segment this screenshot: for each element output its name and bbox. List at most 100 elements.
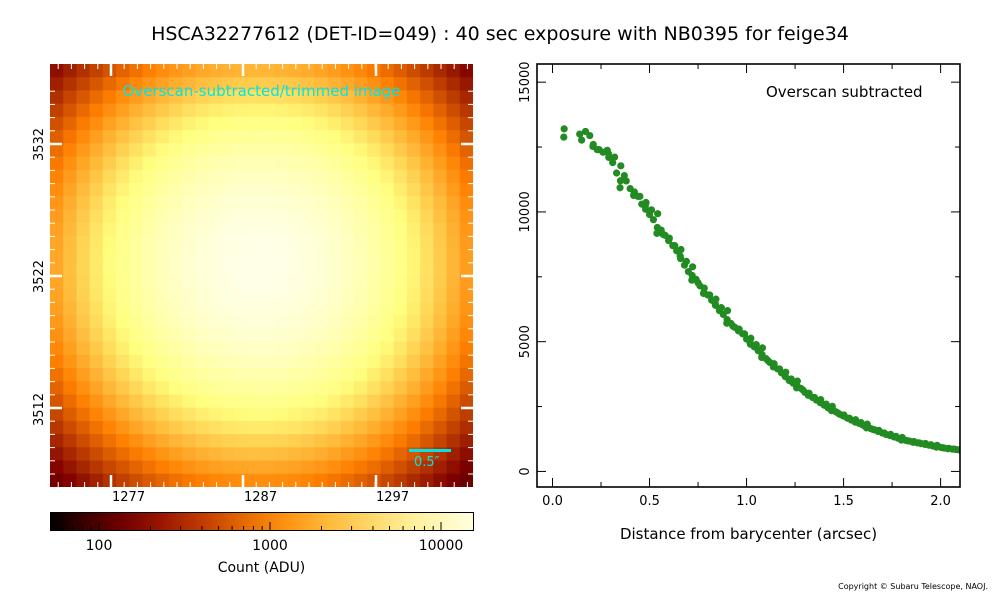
- image-pixel: [446, 354, 461, 369]
- image-pixel: [287, 209, 302, 224]
- plot-frame: [536, 63, 961, 488]
- image-pixel: [195, 368, 210, 382]
- image-pixel: [129, 460, 144, 475]
- image-pixel: [274, 288, 289, 303]
- image-pixel: [195, 209, 210, 224]
- image-pixel: [129, 156, 144, 171]
- image-pixel: [155, 328, 170, 343]
- image-pixel: [327, 301, 342, 316]
- image-pixel: [380, 182, 395, 197]
- data-point: [676, 252, 684, 260]
- image-pixel: [354, 262, 368, 277]
- image-pixel: [89, 130, 104, 144]
- image-pixel: [327, 169, 342, 184]
- image-pixel: [354, 473, 368, 487]
- image-pixel: [155, 196, 170, 211]
- image-pixel: [420, 103, 434, 118]
- image-pixel: [314, 77, 329, 92]
- image-pixel: [76, 420, 91, 435]
- image-pixel: [168, 196, 183, 211]
- image-pixel: [327, 209, 342, 224]
- image-pixel: [433, 196, 448, 211]
- image-pixel: [129, 354, 144, 369]
- image-pixel: [248, 301, 263, 316]
- image-pixel: [76, 103, 91, 118]
- image-pixel: [380, 77, 395, 92]
- image-pixel: [195, 262, 210, 277]
- image-pixel: [76, 434, 91, 448]
- image-pixel: [274, 381, 289, 396]
- image-pixel: [261, 381, 276, 396]
- image-pixel: [446, 249, 461, 263]
- image-pixel: [235, 301, 249, 316]
- image-pixel: [354, 196, 368, 211]
- image-pixel: [314, 315, 329, 329]
- image-pixel: [354, 368, 368, 382]
- image-pixel: [50, 447, 64, 462]
- image-pixel: [116, 341, 130, 356]
- image-pixel: [221, 368, 236, 382]
- image-pixel: [116, 182, 130, 197]
- image-pixel: [406, 394, 421, 409]
- image-pixel: [221, 420, 236, 435]
- image-pixel: [301, 249, 315, 263]
- x-tick-label: 0.5: [639, 494, 660, 509]
- image-pixel: [182, 262, 197, 277]
- image-pixel: [76, 368, 91, 382]
- image-pixel: [63, 447, 78, 462]
- image-pixel: [142, 143, 157, 158]
- image-pixel: [63, 341, 78, 356]
- image-pixel: [393, 77, 408, 92]
- image-pixel: [76, 196, 91, 211]
- image-pixel: [221, 249, 236, 263]
- image-pixel: [301, 275, 315, 290]
- image-pixel: [235, 288, 249, 303]
- image-pixel: [155, 447, 170, 462]
- image-pixel: [367, 328, 382, 343]
- image-pixel: [261, 90, 276, 105]
- image-pixel: [327, 420, 342, 435]
- image-pixel: [89, 249, 104, 263]
- image-pixel: [168, 222, 183, 237]
- image-pixel: [142, 116, 157, 131]
- image-pixel: [340, 420, 355, 435]
- image-pixel: [116, 394, 130, 409]
- image-pixel: [208, 288, 223, 303]
- image-pixel: [433, 407, 448, 422]
- image-pixel: [433, 473, 448, 487]
- image-pixel: [367, 222, 382, 237]
- image-pixel: [182, 64, 197, 78]
- image-pixel: [287, 64, 302, 78]
- image-pixel: [433, 209, 448, 224]
- image-pixel: [287, 262, 302, 277]
- image-pixel: [235, 420, 249, 435]
- image-pixel: [459, 262, 473, 277]
- image-pixel: [367, 143, 382, 158]
- image-pixel: [182, 156, 197, 171]
- image-pixel: [367, 182, 382, 197]
- image-pixel: [433, 103, 448, 118]
- image-pixel: [76, 275, 91, 290]
- image-pixel: [301, 77, 315, 92]
- image-pixel: [76, 447, 91, 462]
- image-pixel: [301, 182, 315, 197]
- image-pixel: [195, 447, 210, 462]
- image-pixel: [63, 235, 78, 250]
- image-pixel: [155, 354, 170, 369]
- image-pixel: [248, 143, 263, 158]
- image-pixel: [168, 368, 183, 382]
- image-pixel: [116, 315, 130, 329]
- image-pixel: [406, 77, 421, 92]
- image-pixel: [406, 90, 421, 105]
- image-pixel: [129, 249, 144, 263]
- image-pixel: [142, 182, 157, 197]
- image-pixel: [420, 275, 434, 290]
- image-pixel: [168, 77, 183, 92]
- image-pixel: [142, 235, 157, 250]
- image-pixel: [446, 434, 461, 448]
- image-pixel: [195, 64, 210, 78]
- image-pixel: [446, 90, 461, 105]
- image-pixel: [459, 407, 473, 422]
- image-pixel: [301, 381, 315, 396]
- image-pixel: [102, 420, 117, 435]
